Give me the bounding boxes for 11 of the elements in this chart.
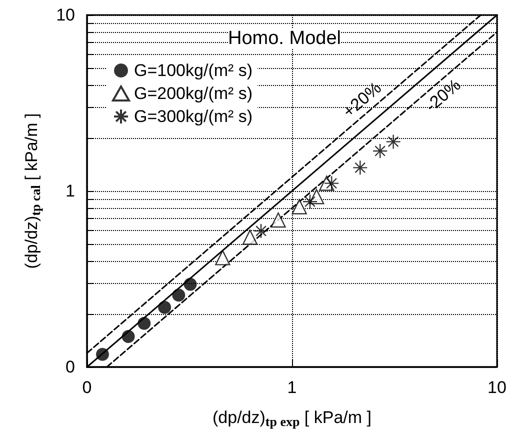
- x-tick-label: 0: [82, 378, 92, 397]
- y-tick-label: 0: [66, 358, 75, 376]
- y-tick-label: 1: [66, 182, 75, 200]
- y-axis-title: (dp/dz)tp cal [ kPa/m ]: [22, 113, 43, 269]
- y-tick-label: 10: [56, 6, 75, 24]
- legend-title: Homo. Model: [228, 28, 341, 49]
- legend-label: G=100kg/(m² s): [134, 61, 253, 80]
- legend-label: G=300kg/(m² s): [134, 107, 253, 126]
- x-tick-label: 1: [287, 378, 297, 397]
- legend-label: G=200kg/(m² s): [134, 84, 253, 103]
- x-tick-label: 10: [488, 378, 506, 397]
